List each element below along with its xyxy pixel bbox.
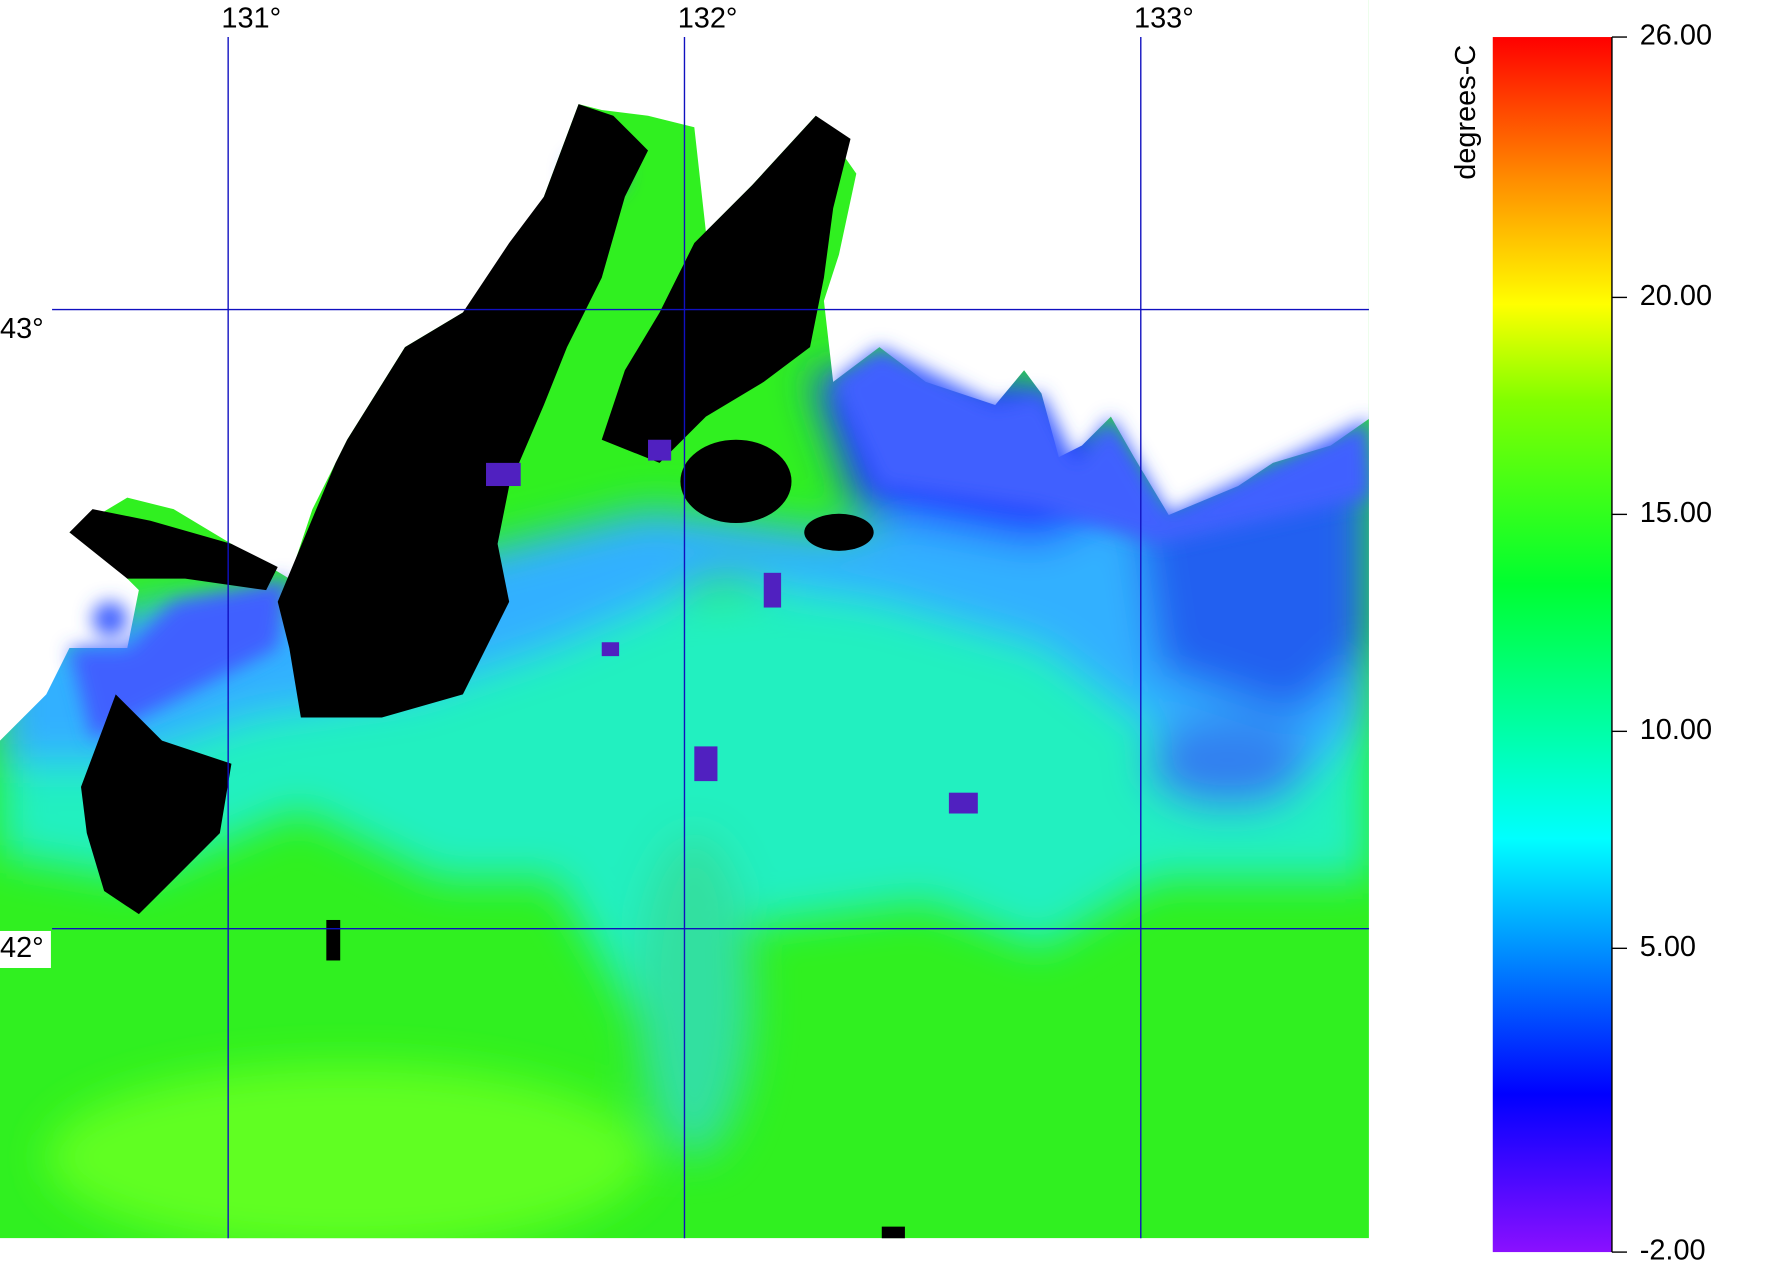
colorbar-tick-label: 15.00 [1640,497,1712,529]
colorbar [1492,37,1612,1253]
colorbar-label: degrees-C [1450,45,1482,180]
colorbar-tick-label: 10.00 [1640,714,1712,746]
lon-label: 131° [221,2,281,34]
lon-label: 133° [1134,2,1194,34]
lat-label-bg [0,930,51,968]
lat-label: 42° [0,932,44,964]
lat-label-bg [0,311,51,349]
no-data [69,104,905,1239]
lat-label: 43° [0,313,44,345]
cold-patches [486,439,978,814]
colorbar-tick-label: 5.00 [1640,931,1696,963]
colorbar-tick-label: 26.00 [1640,20,1712,52]
colorbar-tick-label: 20.00 [1640,280,1712,312]
lon-label: 132° [678,2,738,34]
land [0,0,1369,741]
colorbar-tick-label: -2.00 [1640,1235,1706,1267]
graticule [52,37,1369,1239]
